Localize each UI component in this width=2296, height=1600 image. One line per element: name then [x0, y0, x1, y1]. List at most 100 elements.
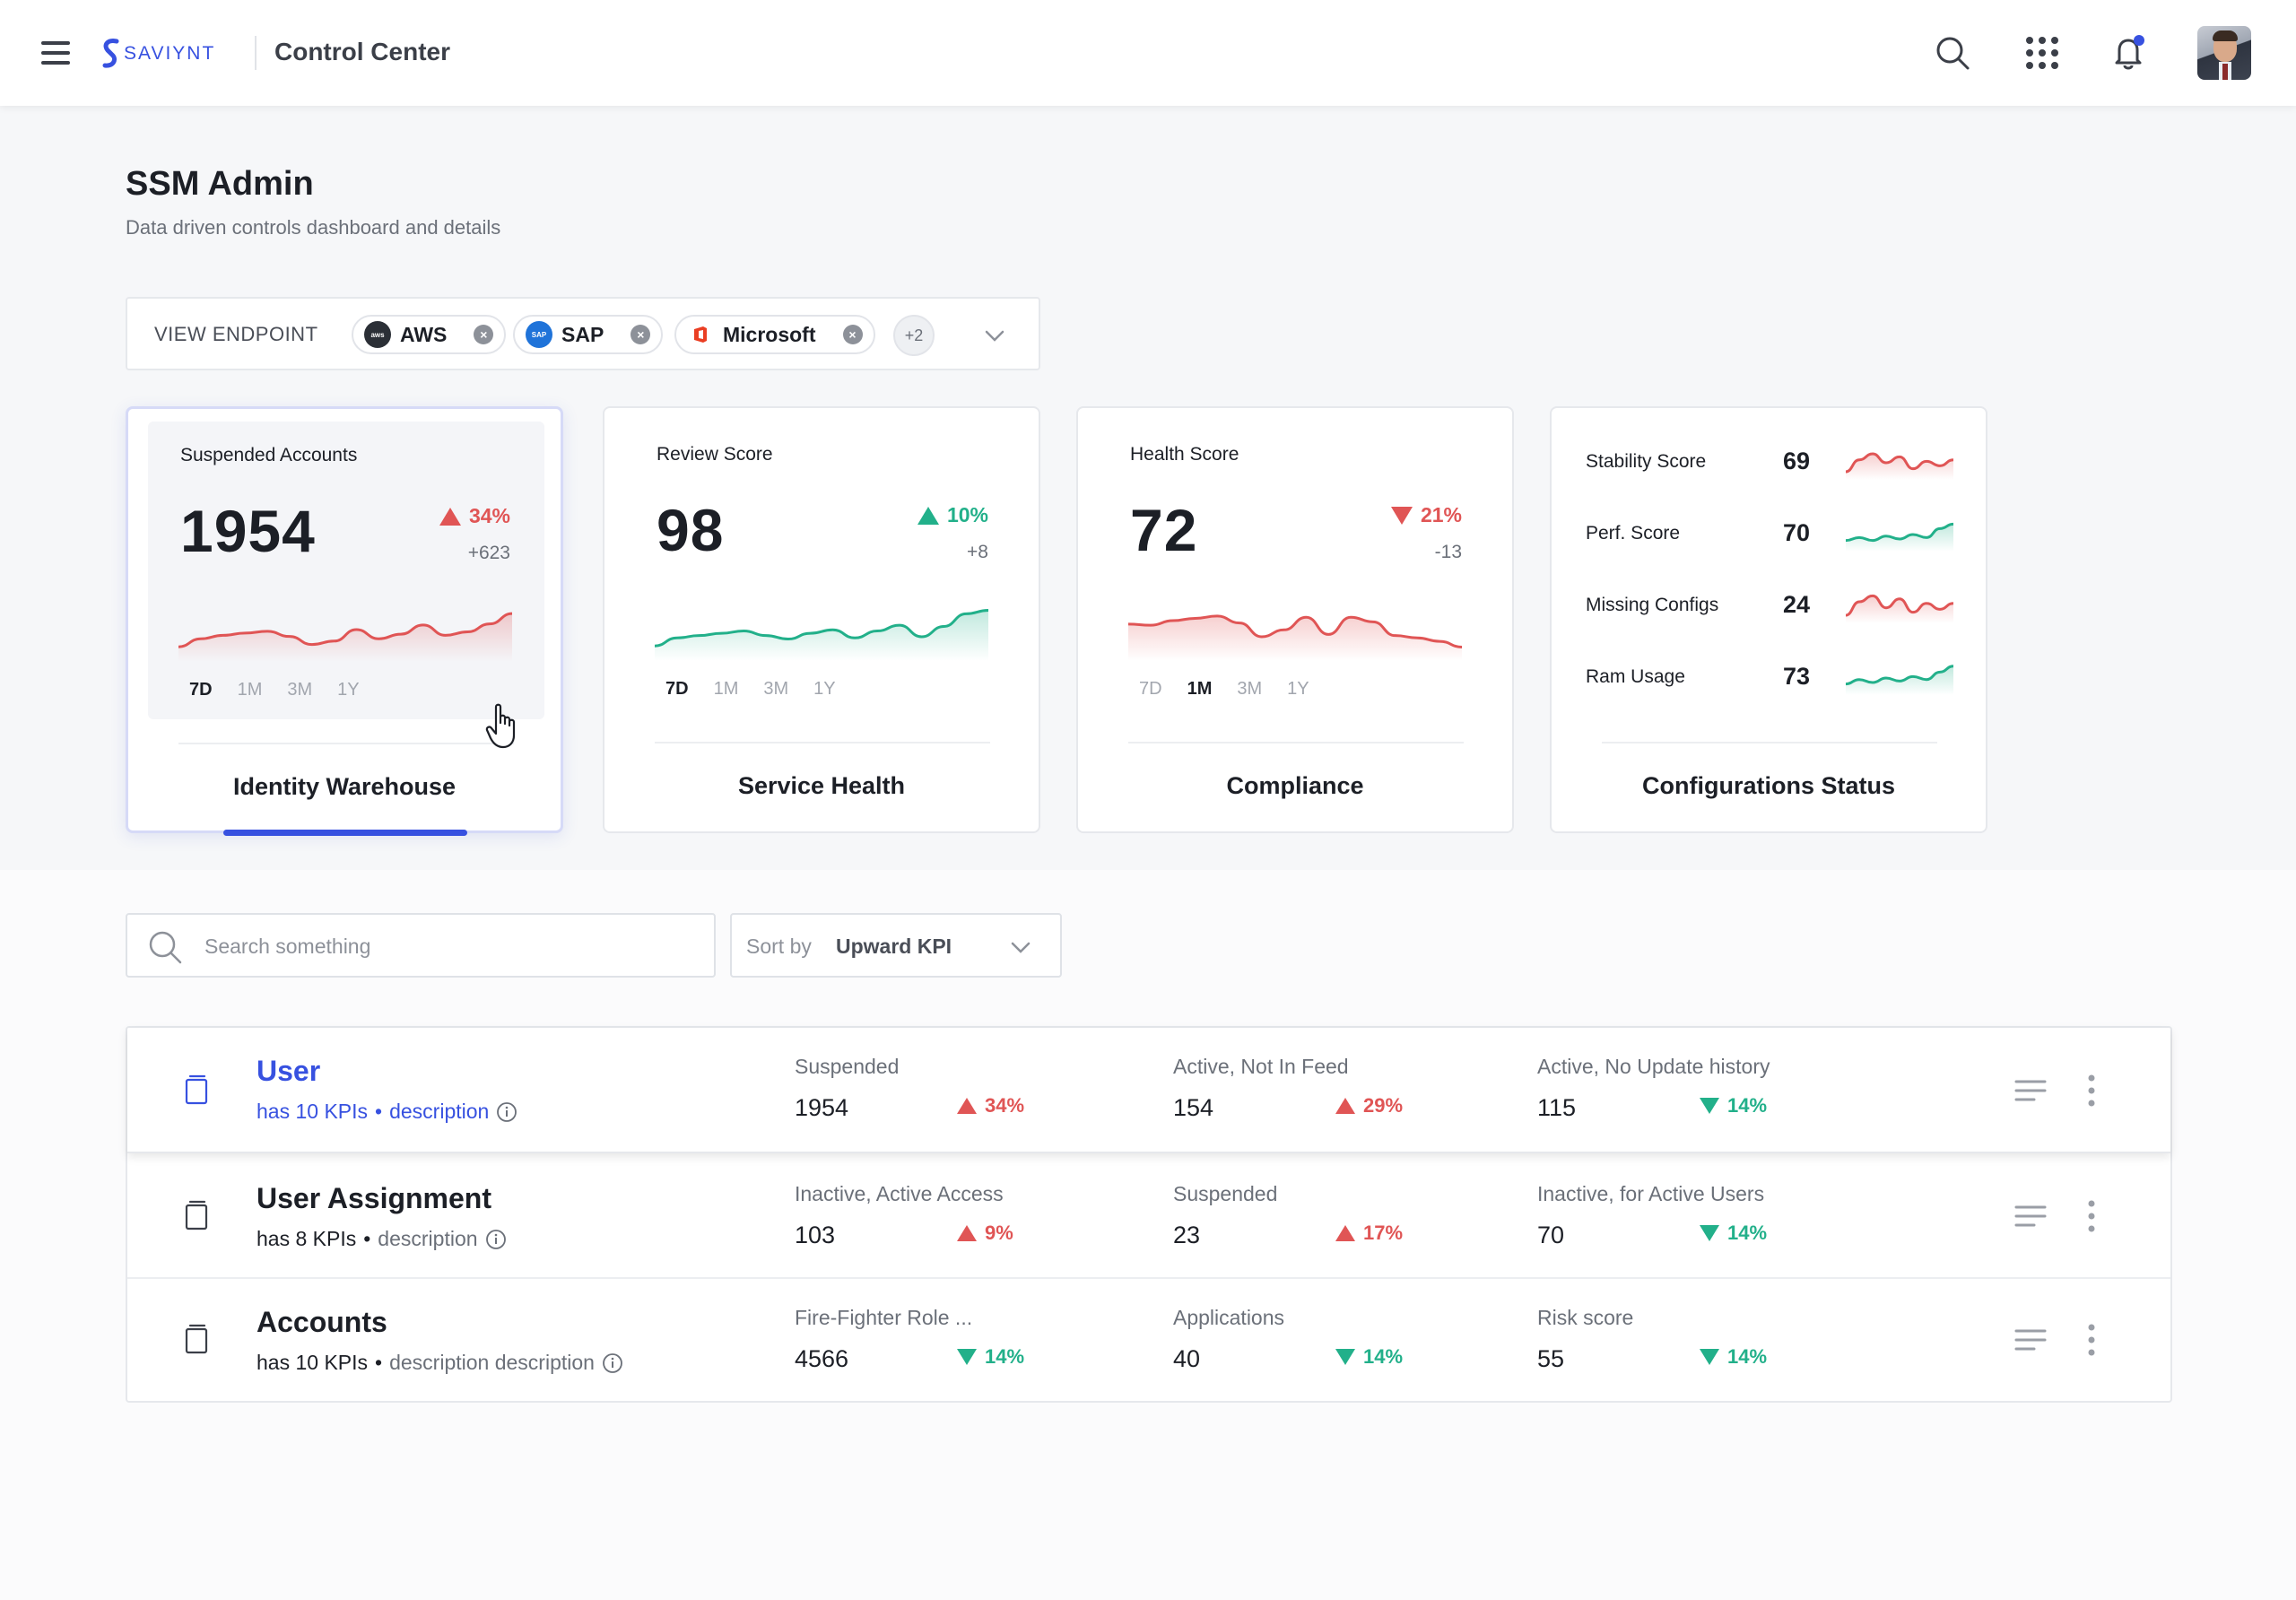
kpi-count: has 10 KPIs	[257, 1351, 369, 1374]
search-input[interactable]	[204, 931, 689, 961]
sparkline-area	[178, 613, 512, 662]
kpi-suspended: Suspended 23 17%	[1173, 1182, 1532, 1248]
config-row-stability: Stability Score 69	[1586, 444, 1962, 480]
config-label: Missing Configs	[1586, 595, 1719, 615]
row-title[interactable]: User	[257, 1055, 321, 1087]
info-icon[interactable]	[485, 1229, 507, 1250]
config-value: 70	[1783, 519, 1811, 546]
table-row[interactable]: User Assignment has 8 KPIs • description…	[127, 1155, 2170, 1279]
kpi-trend: 14%	[1699, 1094, 1767, 1117]
search-field[interactable]	[126, 913, 716, 978]
card-trend: 21%	[1390, 503, 1462, 527]
sparkline-chart	[1128, 614, 1462, 661]
separator: •	[375, 1100, 383, 1123]
sparkline-chart	[655, 609, 988, 661]
sparkline-chart	[178, 612, 512, 662]
description-link[interactable]: description	[378, 1227, 478, 1250]
header-divider	[255, 36, 257, 70]
row-title[interactable]: Accounts	[257, 1306, 387, 1338]
range-1y[interactable]: 1Y	[1287, 679, 1309, 699]
remove-chip-icon[interactable]: ×	[474, 325, 494, 344]
sparkline-line	[1846, 594, 1953, 617]
triangle-up-icon	[439, 507, 461, 526]
search-icon[interactable]	[1932, 32, 1973, 74]
sparkline-area	[655, 610, 988, 661]
description-link[interactable]: description description	[389, 1351, 595, 1374]
user-avatar[interactable]	[2197, 26, 2251, 80]
document-icon	[185, 1074, 208, 1105]
kpi-pct: 14%	[1727, 1094, 1768, 1117]
card-configurations-status[interactable]: Stability Score 69 Perf. Score 70 Missin…	[1550, 406, 1987, 833]
sort-dropdown[interactable]: Sort by Upward KPI	[730, 913, 1062, 978]
apps-grid-icon[interactable]	[2022, 32, 2063, 74]
notification-bell-icon[interactable]	[2108, 32, 2149, 74]
triangle-up-icon	[917, 506, 939, 525]
kpi-pct: 14%	[1363, 1345, 1404, 1368]
range-1m[interactable]: 1M	[237, 680, 263, 700]
sparkline-line	[1846, 522, 1953, 543]
chevron-down-icon[interactable]	[979, 320, 1010, 351]
sparkline-line	[1846, 452, 1953, 474]
table-row[interactable]: Accounts has 10 KPIs • description descr…	[127, 1281, 2170, 1404]
brand-logo[interactable]: SAVIYNT	[102, 38, 215, 70]
range-3m[interactable]: 3M	[763, 679, 789, 699]
range-1m[interactable]: 1M	[713, 679, 739, 699]
remove-chip-icon[interactable]: ×	[631, 325, 651, 344]
list-details-icon[interactable]	[2013, 1322, 2048, 1358]
range-3m[interactable]: 3M	[287, 680, 313, 700]
row-title[interactable]: User Assignment	[257, 1182, 491, 1214]
kpi-value: 115	[1537, 1094, 1577, 1121]
list-details-icon[interactable]	[2013, 1198, 2048, 1234]
config-row-perf: Perf. Score 70	[1586, 516, 1962, 552]
card-value: 72	[1130, 497, 1198, 563]
card-metric-label: Suspended Accounts	[180, 445, 358, 465]
card-service-health[interactable]: Review Score 98 10% +8 7D 1M 3M 1Y Servi…	[603, 406, 1040, 833]
triangle-up-icon	[1335, 1225, 1355, 1241]
card-metric-label: Review Score	[657, 444, 773, 465]
endpoint-filter: VIEW ENDPOINT aws AWS × SAP SAP × Micros…	[126, 297, 1040, 370]
table-row[interactable]: User has 10 KPIs • description Suspended…	[127, 1028, 2170, 1153]
aws-logo-icon: aws	[364, 321, 391, 348]
range-7d[interactable]: 7D	[665, 679, 689, 699]
more-options-icon[interactable]	[2074, 1073, 2109, 1109]
range-1y[interactable]: 1Y	[813, 679, 836, 699]
kpi-count: has 10 KPIs	[257, 1100, 369, 1123]
info-icon[interactable]	[496, 1101, 517, 1123]
page-title: SSM Admin	[126, 165, 314, 203]
endpoint-chip-sap[interactable]: SAP SAP ×	[513, 315, 664, 354]
remove-chip-icon[interactable]: ×	[842, 325, 863, 344]
card-metric-label: Health Score	[1130, 444, 1239, 465]
card-compliance[interactable]: Health Score 72 21% -13 7D 1M 3M 1Y Comp…	[1076, 406, 1514, 833]
endpoint-chip-microsoft[interactable]: Microsoft ×	[674, 315, 875, 354]
kpi-label: Applications	[1173, 1306, 1285, 1329]
info-icon[interactable]	[602, 1352, 623, 1374]
description-link[interactable]: description	[389, 1100, 490, 1123]
range-3m[interactable]: 3M	[1237, 679, 1263, 699]
list-details-icon[interactable]	[2013, 1073, 2048, 1109]
range-7d[interactable]: 7D	[1139, 679, 1162, 699]
card-identity-warehouse[interactable]: Suspended Accounts 1954 34% +623 7D 1M 3…	[126, 406, 563, 836]
menu-icon[interactable]	[41, 41, 70, 65]
triangle-down-icon	[957, 1349, 977, 1365]
sparkline-area	[1846, 665, 1953, 695]
kpi-label: Fire-Fighter Role ...	[795, 1306, 973, 1329]
kpi-suspended: Suspended 1954 34%	[795, 1055, 1153, 1121]
triangle-up-icon	[1335, 1098, 1355, 1114]
more-options-icon[interactable]	[2074, 1322, 2109, 1358]
kpi-table: User has 10 KPIs • description Suspended…	[126, 1026, 2172, 1403]
card-delta: +623	[467, 543, 510, 563]
more-options-icon[interactable]	[2074, 1198, 2109, 1234]
range-1y[interactable]: 1Y	[337, 680, 360, 700]
endpoint-chip-aws[interactable]: aws AWS ×	[352, 315, 507, 354]
range-1m[interactable]: 1M	[1187, 679, 1213, 699]
kpi-inactive-active-access: Inactive, Active Access 103 9%	[795, 1182, 1153, 1248]
chip-label: Microsoft	[723, 322, 816, 346]
sparkline-area	[1128, 615, 1462, 661]
kpi-value: 23	[1173, 1222, 1201, 1248]
kpi-active-no-update: Active, No Update history 115 14%	[1537, 1055, 1896, 1121]
kpi-value: 1954	[795, 1094, 849, 1121]
kpi-trend: 14%	[1335, 1345, 1403, 1369]
config-label: Perf. Score	[1586, 523, 1681, 543]
more-endpoints-badge[interactable]: +2	[893, 315, 935, 356]
range-7d[interactable]: 7D	[189, 680, 213, 700]
